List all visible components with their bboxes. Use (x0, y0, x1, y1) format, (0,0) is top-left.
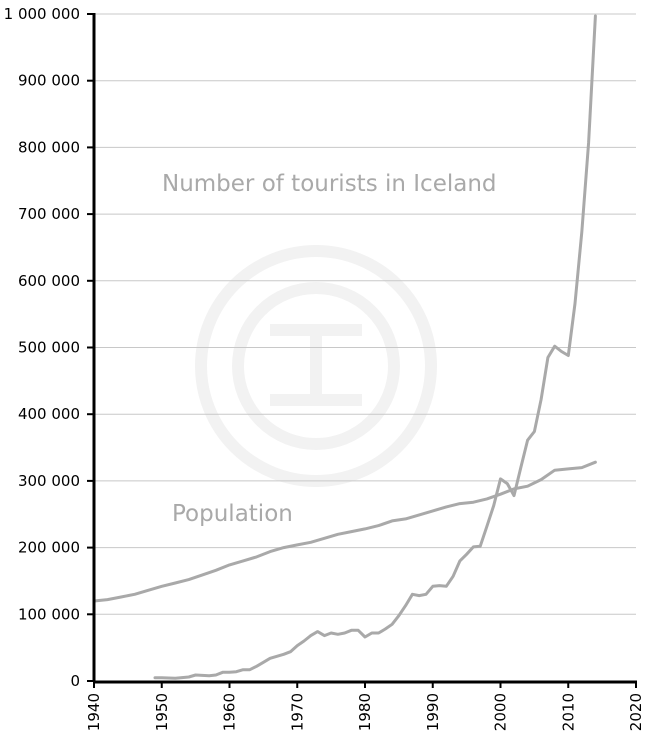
watermark-logo (195, 245, 437, 487)
ticks (87, 13, 637, 688)
x-tick-label: 1990 (424, 693, 442, 731)
x-tick-label: 2020 (627, 693, 645, 731)
x-tick-label: 1940 (85, 693, 103, 731)
y-tick-label: 300 000 (18, 472, 80, 490)
series-label-tourists: Number of tourists in Iceland (162, 171, 497, 197)
series-lines (92, 14, 597, 680)
y-tick-label: 800 000 (18, 138, 80, 156)
x-tick-label: 2010 (559, 693, 577, 731)
x-tick-label: 1970 (288, 693, 306, 731)
y-tick-label: 100 000 (18, 605, 80, 623)
y-tick-label: 200 000 (18, 539, 80, 557)
x-tick-label: 2000 (492, 693, 510, 731)
x-tick-label: 1980 (356, 693, 374, 731)
y-tick-label: 1 000 000 (4, 5, 80, 23)
y-tick-label: 400 000 (18, 405, 80, 423)
y-tick-label: 600 000 (18, 272, 80, 290)
gridlines (94, 13, 636, 615)
x-tick-label: 1950 (153, 693, 171, 731)
series-line-0 (153, 14, 597, 680)
x-tick-label: 1960 (221, 693, 239, 731)
series-label-population: Population (172, 501, 293, 527)
y-tick-label: 0 (70, 672, 80, 690)
y-tick-label: 900 000 (18, 72, 80, 90)
series-line-1 (92, 460, 597, 603)
tick-labels: 0 100 000 200 000 300 000 400 000 500 000 600 … (4, 5, 645, 731)
y-tick-label: 700 000 (18, 205, 80, 223)
y-tick-label: 500 000 (18, 339, 80, 357)
